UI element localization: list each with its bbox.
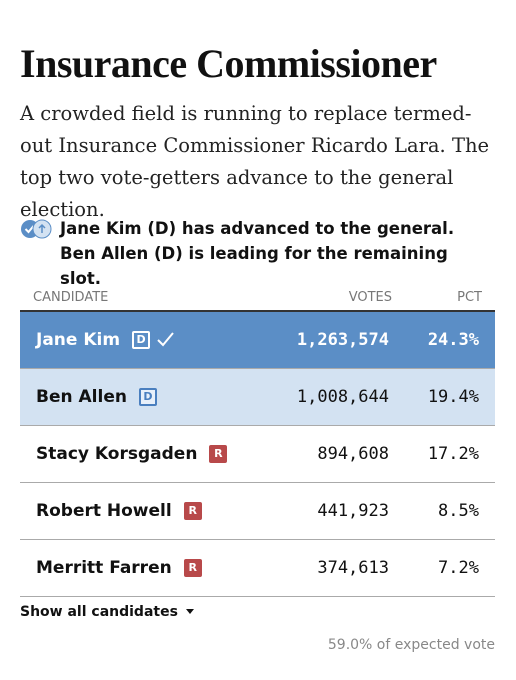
votes: 441,923 — [317, 501, 389, 521]
party-badge: R — [183, 502, 202, 520]
result-row: Merritt Farren R 374,613 7.2% — [20, 540, 495, 597]
candidate-cell: Stacy Korsgaden R — [20, 444, 269, 464]
status-icon — [21, 219, 52, 239]
candidate-cell: Jane Kim D — [20, 330, 269, 350]
rows: Jane Kim D 1,263,574 24.3% Ben Allen D 1,008,6… — [20, 312, 495, 597]
votes: 1,008,644 — [296, 387, 389, 407]
candidate-name: Ben Allen — [36, 387, 127, 407]
party-badge: R — [209, 445, 228, 463]
description: A crowded field is running to replace te… — [20, 102, 490, 221]
candidate-name: Robert Howell — [36, 501, 172, 521]
votes: 374,613 — [317, 558, 389, 578]
caret[interactable] — [183, 606, 197, 616]
percent: 24.3% — [427, 330, 479, 350]
votes: 1,263,574 — [296, 330, 389, 350]
show-all-button[interactable]: Show all candidates — [20, 604, 197, 620]
result-row: Jane Kim D 1,263,574 24.3% — [20, 312, 495, 369]
column-label: VOTES — [348, 289, 392, 305]
votes: 894,608 — [317, 444, 389, 464]
column-label: PCT — [457, 289, 482, 305]
candidate-name: Merritt Farren — [36, 558, 172, 578]
candidate-name: Stacy Korsgaden — [36, 444, 198, 464]
party-badge: R — [183, 559, 202, 577]
percent: 19.4% — [427, 387, 479, 407]
party-badge: D — [132, 331, 151, 349]
result-row: Ben Allen D 1,008,644 19.4% — [20, 369, 495, 426]
candidate-cell: Ben Allen D — [20, 387, 269, 407]
status: Jane Kim (D) has advanced to the general… — [20, 216, 480, 291]
party-badge: D — [138, 388, 157, 406]
title: Insurance Commissioner — [20, 41, 437, 86]
results-table: CANDIDATE VOTES PCT Jane Kim D 1,263,574 24… — [20, 284, 495, 597]
result-row: Stacy Korsgaden R 894,608 17.2% — [20, 426, 495, 483]
percent: 8.5% — [438, 501, 479, 521]
winner-check — [157, 332, 174, 347]
expected-vote: 59.0% of expected vote — [327, 637, 495, 653]
candidate-cell: Merritt Farren R — [20, 558, 269, 578]
candidate-name: Jane Kim — [36, 330, 121, 350]
column-label: CANDIDATE — [33, 289, 109, 305]
status-text: Jane Kim (D) has advanced to the general… — [60, 219, 455, 288]
candidate-cell: Robert Howell R — [20, 501, 269, 521]
column-header: CANDIDATE VOTES PCT — [20, 284, 495, 312]
result-row: Robert Howell R 441,923 8.5% — [20, 483, 495, 540]
show-all-text[interactable]: Show all candidates — [20, 604, 178, 620]
percent: 7.2% — [438, 558, 479, 578]
percent: 17.2% — [427, 444, 479, 464]
